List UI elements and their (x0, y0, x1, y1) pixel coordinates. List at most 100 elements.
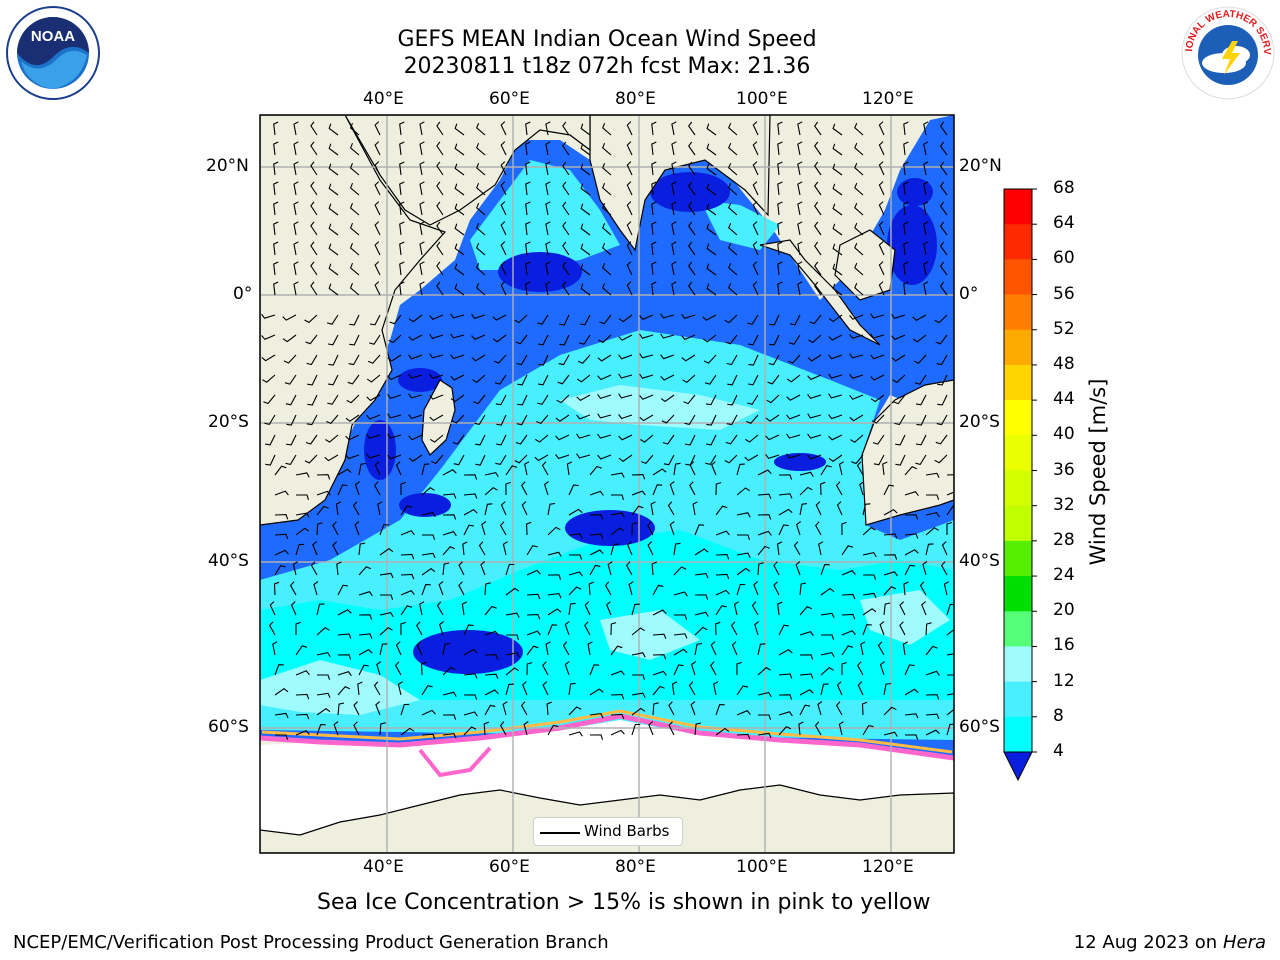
wind-barb (883, 731, 898, 737)
wind-barb (568, 484, 579, 496)
wind-barbs (261, 121, 954, 740)
wind-barb (436, 201, 444, 216)
wind-barb (773, 561, 780, 576)
wind-barb (870, 374, 885, 381)
wind-barb (939, 161, 948, 176)
wind-barb (597, 354, 612, 362)
wind-barb (883, 484, 894, 496)
wind-barb (471, 313, 486, 319)
wind-barb (849, 314, 864, 320)
wind-barb (349, 282, 360, 296)
wind-barb (873, 454, 885, 466)
wind-barb (715, 704, 725, 716)
wind-barb (545, 261, 551, 276)
wind-barb (399, 281, 405, 296)
wind-barb (946, 521, 952, 535)
colorbar-under-arrow (1003, 751, 1033, 782)
wind-barb (863, 574, 877, 580)
wind-barb (912, 334, 927, 343)
wind-barb (688, 261, 696, 276)
wind-barb (346, 394, 360, 404)
wind-barb (354, 481, 360, 496)
wind-barb (476, 142, 486, 156)
wind-barb (387, 374, 402, 381)
wind-barb (878, 261, 885, 276)
wind-barb (438, 621, 444, 636)
lon-label-bottom: 40°E (363, 857, 404, 877)
wind-barb (904, 713, 919, 719)
wind-barb (862, 592, 877, 599)
wind-barb (475, 434, 486, 446)
wind-barb (651, 281, 657, 296)
wind-barb (500, 121, 507, 136)
wind-barb (766, 394, 780, 404)
wind-barb (523, 721, 529, 736)
wind-barb (795, 561, 801, 576)
wind-barb (316, 474, 331, 480)
wind-barb (454, 223, 465, 236)
wind-barb (752, 161, 759, 176)
wind-barb (757, 545, 770, 556)
wind-barb (820, 481, 826, 496)
wind-barb (345, 414, 360, 422)
wind-barb (602, 182, 612, 196)
wind-barb (939, 181, 948, 196)
wind-barb (541, 461, 549, 476)
wind-barb (925, 622, 932, 636)
wind-barb (349, 142, 360, 156)
wind-barb (484, 704, 496, 716)
wind-barb (495, 394, 507, 406)
wind-barb (694, 573, 709, 579)
lat-label-left: 20°N (206, 156, 249, 176)
wind-barb (631, 490, 646, 496)
wind-barb (899, 601, 906, 616)
wind-barb (358, 542, 366, 556)
wind-barb (799, 704, 811, 716)
wind-barb (542, 681, 549, 696)
wind-barb (480, 561, 486, 576)
wind-barb (923, 161, 929, 176)
wind-barb (651, 561, 658, 576)
wind-barb (883, 706, 897, 716)
wind-barb (652, 654, 667, 660)
wind-barb (688, 181, 696, 196)
wind-barb (442, 691, 457, 697)
wind-barb (562, 641, 570, 656)
lat-label-right: 40°S (959, 551, 1000, 571)
wind-barb (688, 201, 696, 216)
wind-barb (335, 501, 342, 516)
wind-barb (337, 484, 348, 496)
wind-barb (463, 493, 478, 499)
wind-barb (797, 241, 803, 256)
wind-barb (849, 414, 864, 422)
wind-barb (610, 543, 619, 556)
wind-barb (878, 181, 885, 196)
wind-barb (856, 461, 864, 476)
wind-barb (841, 521, 847, 536)
wind-barb (878, 201, 885, 216)
wind-barb (525, 121, 531, 136)
colorbar-tick-label: 12 (1053, 670, 1075, 691)
wind-barb (438, 581, 444, 596)
wind-barb (400, 573, 415, 580)
wind-barb (337, 584, 349, 596)
wind-barb (366, 394, 381, 402)
wind-barb (849, 333, 864, 339)
wind-barb (421, 709, 436, 716)
wind-barb (454, 143, 465, 156)
wind-barb (352, 501, 360, 516)
wind-barb (274, 688, 289, 696)
wind-barb (892, 374, 906, 384)
wind-barb (799, 486, 813, 496)
wind-barb (752, 261, 759, 276)
wind-barb (284, 374, 297, 385)
wind-barb (736, 512, 751, 518)
wind-barb (747, 314, 759, 325)
footer-date-text: 12 Aug 2023 on (1073, 932, 1218, 953)
wind-barb (904, 734, 919, 740)
wind-barb (526, 614, 541, 620)
wind-barb (925, 511, 940, 518)
wind-barb (286, 434, 297, 446)
wind-barb (903, 241, 909, 256)
wind-barb (526, 593, 541, 600)
